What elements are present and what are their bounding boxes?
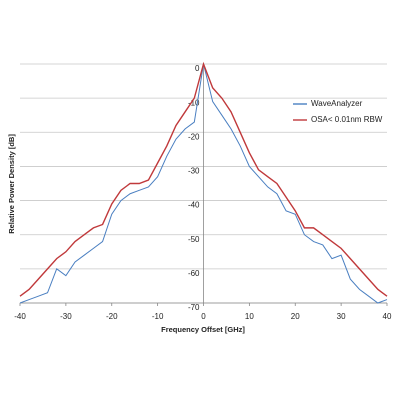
y-tick-label: -10 — [188, 98, 200, 107]
y-tick-label: -50 — [188, 235, 200, 244]
x-axis-title: Frequency Offset [GHz] — [161, 325, 245, 334]
x-tick-label: 10 — [245, 312, 254, 321]
y-tick-label: -70 — [188, 303, 200, 312]
x-tick-label: 0 — [201, 312, 206, 321]
y-tick-label: -20 — [188, 132, 200, 141]
y-tick-label: -30 — [188, 167, 200, 176]
y-tick-label: -40 — [188, 201, 200, 210]
series-line — [19, 61, 388, 297]
x-tick-label: -20 — [106, 312, 118, 321]
x-tick-label: -40 — [14, 312, 26, 321]
x-tick-label: 30 — [337, 312, 346, 321]
x-tick-label: -30 — [60, 312, 72, 321]
x-tick-label: 20 — [291, 312, 300, 321]
y-tick-label: -60 — [188, 269, 200, 278]
legend-label: OSA< 0.01nm RBW — [311, 115, 383, 124]
x-tick-label: -10 — [152, 312, 164, 321]
legend-label: WaveAnalyzer — [311, 99, 363, 108]
y-axis-title: Relative Power Density [dB] — [7, 134, 16, 234]
y-tick-label: 0 — [195, 64, 200, 73]
x-tick-label: 40 — [383, 312, 392, 321]
